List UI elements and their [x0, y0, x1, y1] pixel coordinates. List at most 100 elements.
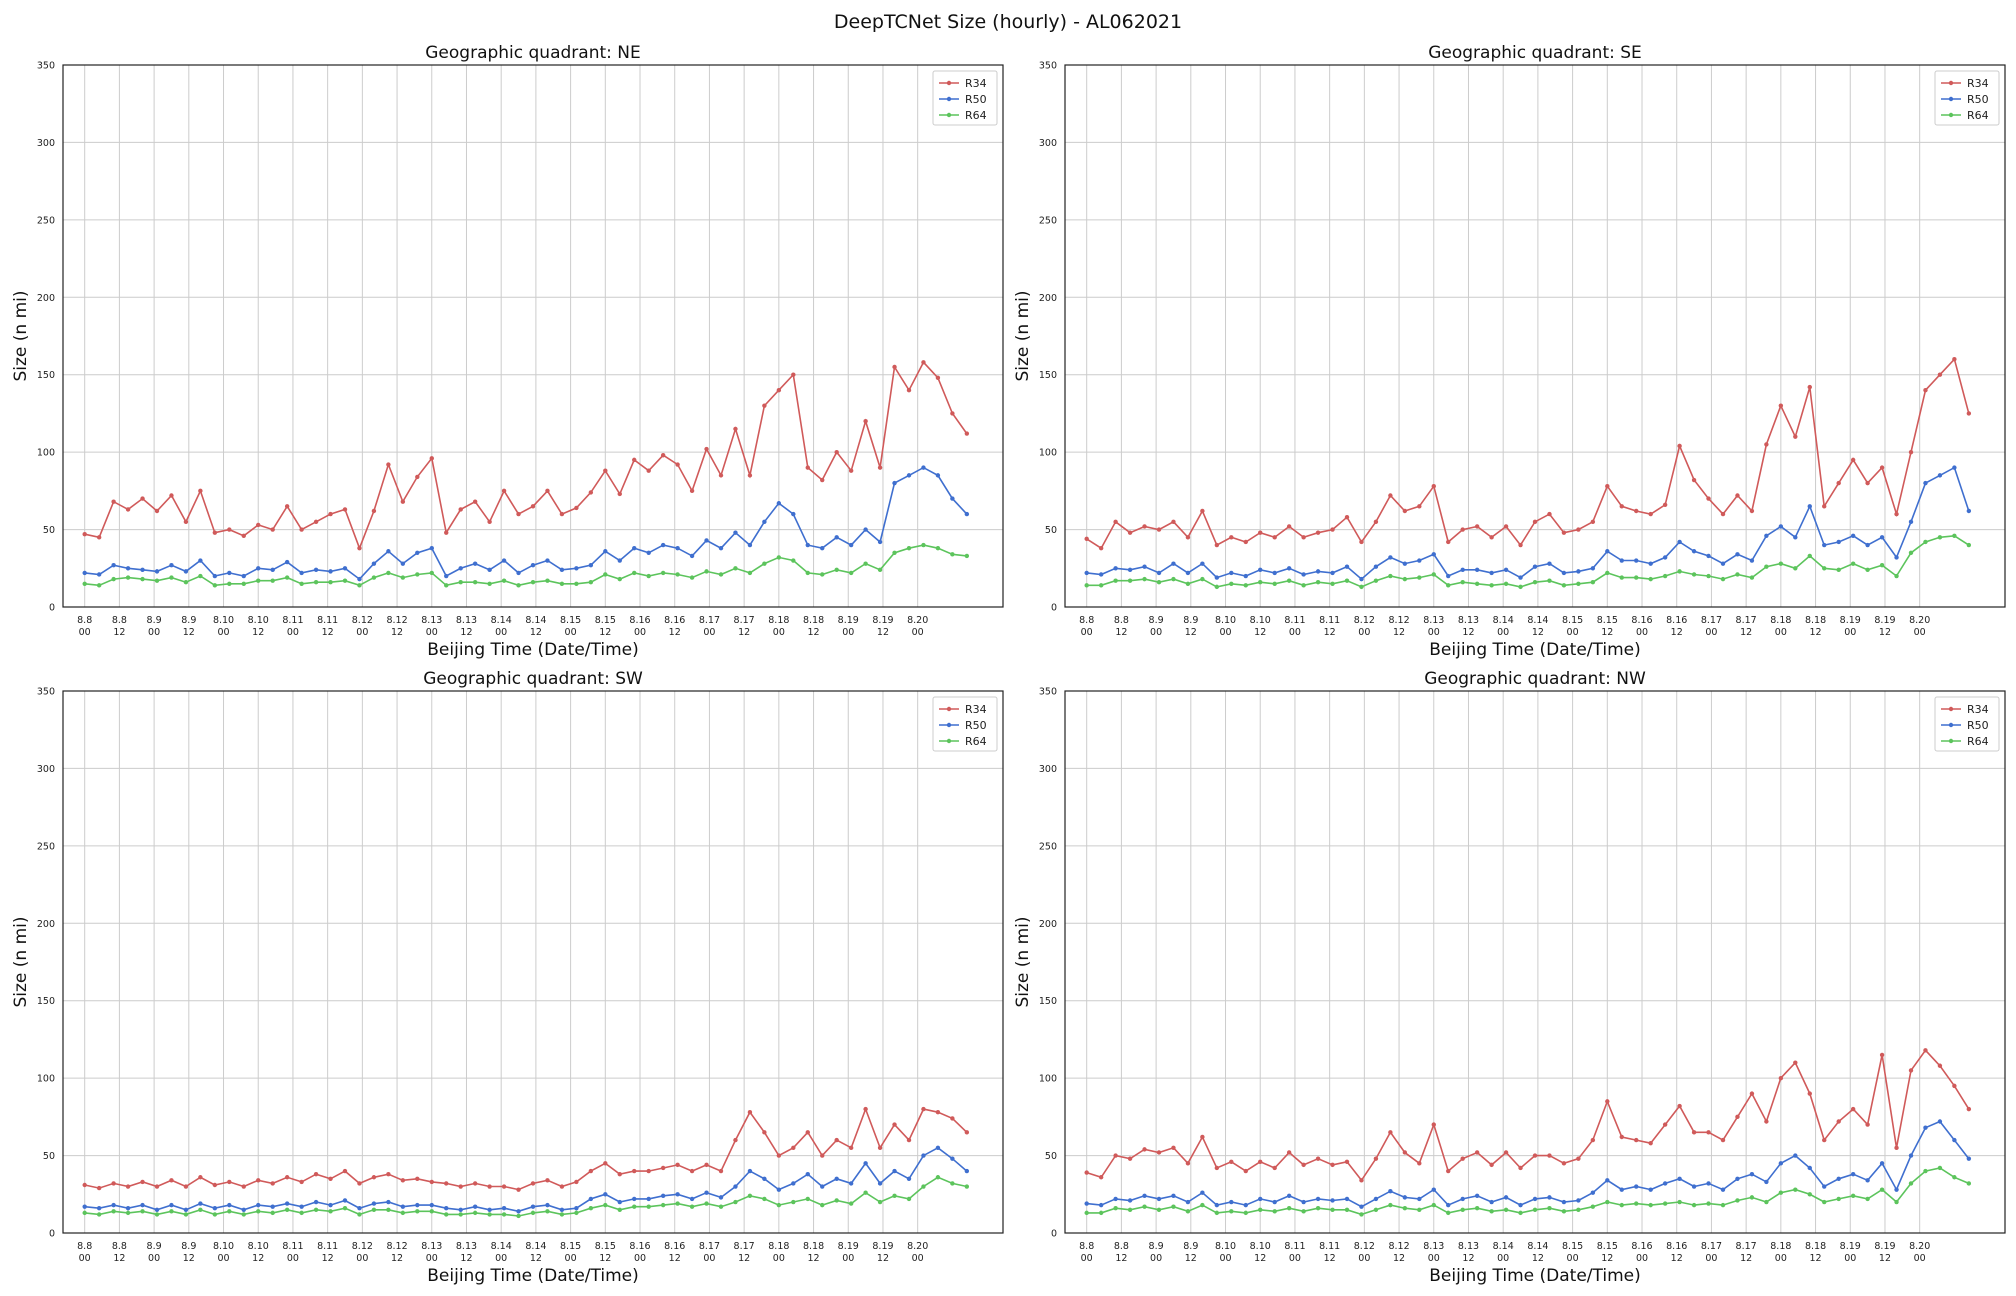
- data-point-r64: [472, 580, 478, 585]
- data-point-r64: [805, 570, 810, 576]
- y-tick-label: 250: [1039, 215, 1057, 226]
- data-point-r50: [342, 566, 348, 571]
- data-point-r50: [1908, 1153, 1914, 1158]
- data-point-r64: [545, 1209, 550, 1214]
- data-point-r64: [733, 566, 738, 571]
- data-point-r50: [1807, 504, 1812, 509]
- data-point-r34: [1850, 457, 1856, 463]
- data-point-r34: [1098, 1175, 1104, 1180]
- data-point-r64: [1706, 573, 1711, 579]
- data-point-r50: [270, 567, 275, 573]
- data-point-r50: [1460, 567, 1465, 573]
- x-tick-label-time: 00: [1358, 627, 1370, 638]
- data-point-r64: [1547, 1206, 1552, 1211]
- data-point-r50: [140, 567, 145, 573]
- data-point-r34: [776, 388, 782, 393]
- data-point-r64: [1098, 583, 1104, 588]
- data-point-r50: [1171, 1193, 1176, 1199]
- data-point-r50: [140, 1202, 145, 1208]
- x-tick-label-date: 8.20: [1909, 1241, 1930, 1252]
- data-point-r50: [964, 511, 970, 517]
- data-point-r64: [256, 578, 261, 583]
- x-tick-label-time: 00: [1150, 1253, 1162, 1264]
- data-point-r50: [1778, 524, 1784, 529]
- data-point-r64: [762, 561, 767, 566]
- data-point-r50: [1344, 564, 1350, 569]
- y-tick-label: 50: [1045, 1151, 1057, 1162]
- y-tick-label: 0: [1051, 603, 1057, 614]
- data-point-r64: [1171, 1204, 1176, 1209]
- data-point-r34: [1691, 1130, 1697, 1135]
- data-point-r64: [371, 575, 377, 580]
- data-point-r64: [646, 1204, 651, 1209]
- data-point-r34: [472, 499, 478, 504]
- x-tick-label-time: 12: [1393, 627, 1405, 638]
- data-point-r34: [1229, 1159, 1234, 1164]
- data-point-r50: [1894, 555, 1899, 560]
- data-point-r50: [1691, 1184, 1697, 1189]
- data-point-r64: [386, 1207, 391, 1212]
- x-axis-label: Beijing Time (Date/Time): [427, 640, 639, 660]
- x-tick-label-time: 00: [148, 1253, 160, 1264]
- data-point-r50: [921, 465, 926, 470]
- x-tick-label-date: 8.16: [1666, 615, 1687, 626]
- data-point-r50: [1749, 558, 1755, 563]
- data-point-r50: [1272, 570, 1277, 576]
- data-point-r34: [1084, 536, 1089, 542]
- x-tick-label-date: 8.8: [77, 615, 92, 626]
- data-point-r64: [834, 1198, 839, 1203]
- data-point-r50: [472, 561, 478, 566]
- data-point-r50: [935, 1145, 941, 1151]
- data-point-r34: [487, 519, 492, 525]
- data-point-r34: [1518, 542, 1523, 548]
- panel-title: Geographic quadrant: SE: [1428, 43, 1642, 63]
- legend-marker-r50: [1948, 96, 1954, 102]
- data-point-r50: [1243, 1202, 1248, 1208]
- data-point-r34: [1923, 388, 1928, 393]
- series-r34: [82, 1106, 970, 1192]
- x-tick-label-date: 8.18: [803, 615, 824, 626]
- data-point-r34: [1720, 511, 1726, 517]
- series-line-r34: [1086, 1049, 1970, 1182]
- data-point-r34: [342, 1168, 348, 1174]
- data-point-r50: [1142, 564, 1147, 569]
- series-r50: [1084, 1119, 1972, 1209]
- data-point-r34: [357, 1181, 362, 1186]
- data-point-r34: [1084, 1170, 1089, 1175]
- data-point-r34: [1836, 1119, 1841, 1124]
- data-point-r34: [747, 473, 753, 478]
- data-point-r64: [791, 558, 796, 563]
- data-point-r64: [96, 583, 102, 588]
- y-tick-label: 50: [1045, 525, 1057, 536]
- data-point-r34: [1113, 519, 1118, 525]
- data-point-r50: [906, 1176, 912, 1182]
- series-r64: [1084, 1165, 1972, 1217]
- data-point-r50: [169, 562, 174, 568]
- data-point-r50: [1301, 1199, 1306, 1205]
- data-point-r64: [892, 1193, 897, 1199]
- data-point-r50: [530, 562, 536, 568]
- x-tick-label-date: 8.11: [317, 615, 338, 626]
- x-tick-label-time: 00: [634, 1253, 646, 1264]
- data-point-r34: [444, 1181, 449, 1186]
- data-point-r50: [1417, 1196, 1422, 1202]
- data-point-r34: [1098, 545, 1104, 551]
- data-point-r50: [1908, 519, 1914, 525]
- data-point-r64: [1402, 1206, 1408, 1211]
- data-point-r50: [632, 1196, 637, 1202]
- data-point-r50: [313, 567, 319, 573]
- data-point-r34: [1214, 542, 1220, 548]
- data-point-r64: [1359, 1212, 1364, 1217]
- data-point-r50: [1373, 564, 1379, 569]
- data-point-r50: [357, 1206, 362, 1211]
- data-point-r50: [212, 1206, 218, 1211]
- x-tick-label-date: 8.14: [1527, 615, 1548, 626]
- axes-frame: [62, 64, 1004, 608]
- data-point-r34: [1865, 480, 1870, 486]
- x-tick-label-date: 8.9: [1149, 1241, 1164, 1252]
- data-point-r50: [530, 1204, 536, 1209]
- x-tick-label-time: 12: [1601, 1253, 1613, 1264]
- legend-label-r64: R64: [965, 109, 987, 122]
- data-point-r50: [1966, 1156, 1972, 1161]
- data-point-r64: [1315, 1206, 1321, 1211]
